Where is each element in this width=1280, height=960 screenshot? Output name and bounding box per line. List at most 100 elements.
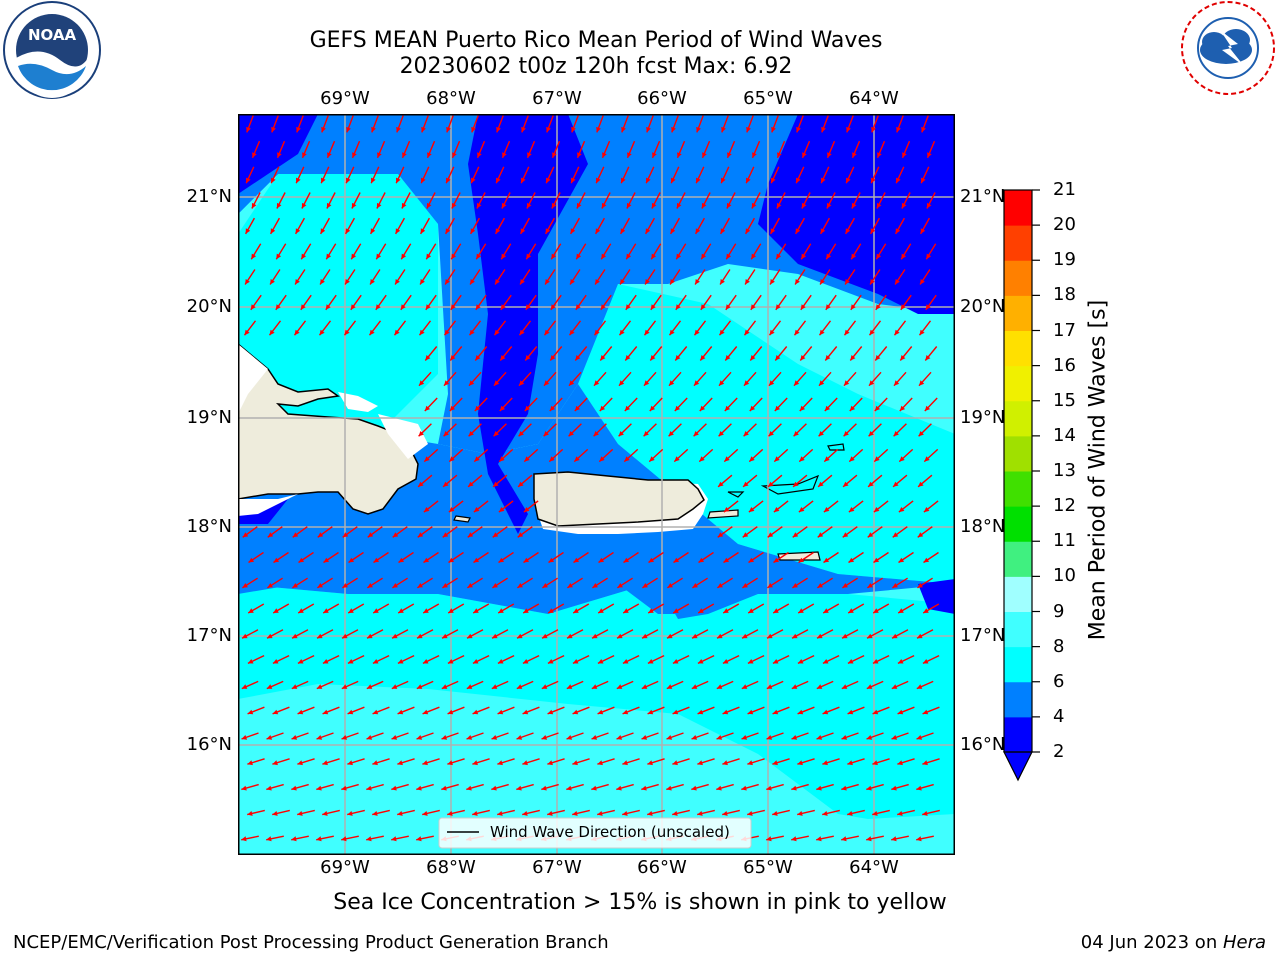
direction-arrow-head	[376, 253, 382, 260]
direction-arrow-head	[418, 431, 424, 437]
direction-arrow-head	[819, 329, 825, 336]
direction-arrow-head	[271, 126, 276, 133]
direction-arrow-head	[749, 405, 756, 411]
lon-label-top: 68°W	[426, 88, 476, 109]
direction-arrow-head	[522, 659, 529, 664]
direction-arrow-head	[721, 177, 726, 184]
contour-fill-below-2	[758, 114, 955, 314]
direction-arrow-head	[717, 633, 723, 639]
direction-arrow-head	[897, 659, 904, 664]
direction-arrow-head	[898, 608, 904, 613]
colorbar-tick-label: 9	[1053, 600, 1065, 622]
direction-arrow-head	[921, 126, 926, 133]
colorbar-band	[1004, 190, 1032, 226]
direction-arrow-head	[501, 253, 507, 260]
direction-arrow-head	[575, 355, 581, 361]
direction-arrow-head	[497, 811, 503, 816]
direction-arrow-head	[720, 279, 725, 285]
direction-arrow-head	[899, 405, 906, 411]
direction-arrow-head	[316, 684, 323, 689]
direction-arrow-head	[276, 202, 282, 209]
direction-arrow-head	[447, 709, 454, 715]
direction-arrow-head	[418, 481, 424, 487]
direction-arrow-head	[597, 709, 604, 715]
direction-arrow-head	[922, 811, 928, 816]
direction-arrow-head	[821, 177, 826, 184]
direction-arrow-head	[322, 659, 329, 664]
direction-arrow-head	[645, 228, 651, 234]
direction-arrow-head	[391, 785, 397, 791]
direction-arrow-head	[691, 735, 698, 740]
direction-arrow-head	[419, 380, 425, 386]
direction-arrow-head	[266, 684, 273, 689]
direction-arrow-head	[652, 152, 657, 158]
direction-arrow-head	[892, 532, 899, 538]
direction-arrow-head	[842, 583, 848, 588]
direction-arrow-head	[891, 684, 898, 689]
direction-arrow-head	[547, 659, 554, 664]
lat-label-left: 16°N	[186, 734, 232, 755]
direction-arrow-head	[676, 253, 682, 260]
direction-arrow-head	[400, 304, 406, 310]
direction-arrow-head	[273, 608, 279, 613]
direction-arrow-head	[817, 633, 823, 639]
direction-arrow-head	[617, 583, 623, 588]
direction-arrow-head	[670, 228, 676, 234]
direction-arrow-head	[869, 329, 875, 336]
direction-arrow-head	[900, 355, 906, 361]
direction-arrow-head	[873, 507, 880, 513]
direction-arrow-head	[716, 684, 723, 689]
direction-arrow-head	[321, 126, 326, 133]
direction-arrow-head	[493, 481, 499, 487]
colorbar-band	[1004, 295, 1032, 331]
direction-arrow-head	[822, 709, 829, 715]
colorbar-tick-label: 14	[1053, 424, 1076, 446]
direction-arrow-head	[650, 355, 656, 361]
direction-arrow-head	[626, 202, 632, 209]
direction-arrow-head	[798, 608, 804, 613]
direction-arrow-head	[671, 177, 676, 184]
direction-arrow-head	[473, 608, 479, 613]
direction-arrow-head	[551, 253, 557, 260]
colorbar-bands	[1004, 190, 1032, 753]
direction-arrow-head	[544, 329, 550, 336]
colorbar-tick-label: 10	[1053, 565, 1076, 587]
direction-arrow-head	[817, 583, 823, 588]
direction-arrow-head	[747, 760, 753, 766]
direction-arrow-head	[891, 785, 897, 791]
direction-arrow-head	[649, 456, 655, 462]
direction-arrow-head	[826, 202, 832, 209]
direction-arrow-head	[247, 659, 254, 664]
direction-arrow-head	[369, 329, 375, 336]
direction-arrow-head	[667, 583, 673, 588]
direction-arrow-head	[669, 380, 675, 386]
direction-arrow-head	[823, 608, 829, 613]
contour-fill-4-6	[238, 174, 438, 444]
direction-arrow-head	[823, 507, 830, 513]
direction-arrow-head	[666, 785, 672, 791]
direction-arrow-head	[866, 785, 872, 791]
direction-arrow-head	[541, 684, 548, 689]
direction-arrow-head	[548, 608, 554, 613]
direction-arrow-head	[592, 633, 598, 639]
direction-arrow-head	[300, 304, 306, 310]
direction-arrow-head	[316, 836, 322, 842]
lon-label-top: 64°W	[849, 88, 899, 109]
direction-arrow-head	[301, 253, 307, 260]
direction-arrow-head	[642, 633, 648, 639]
direction-arrow-head	[501, 202, 507, 209]
direction-arrow-head	[642, 583, 648, 588]
direction-arrow-head	[545, 228, 551, 234]
direction-arrow-head	[742, 532, 749, 538]
colorbar-tick-label: 17	[1053, 319, 1076, 341]
direction-arrow-head	[820, 228, 826, 234]
direction-arrow-head	[270, 279, 275, 285]
lon-label-bottom: 66°W	[637, 857, 687, 878]
lat-label-left: 18°N	[186, 516, 232, 537]
direction-arrow-head	[751, 253, 757, 260]
direction-arrow-head	[625, 355, 631, 361]
direction-arrow-head	[897, 709, 904, 715]
direction-arrow-head	[623, 557, 630, 563]
direction-arrow-head	[392, 633, 398, 639]
direction-arrow-head	[242, 633, 248, 639]
